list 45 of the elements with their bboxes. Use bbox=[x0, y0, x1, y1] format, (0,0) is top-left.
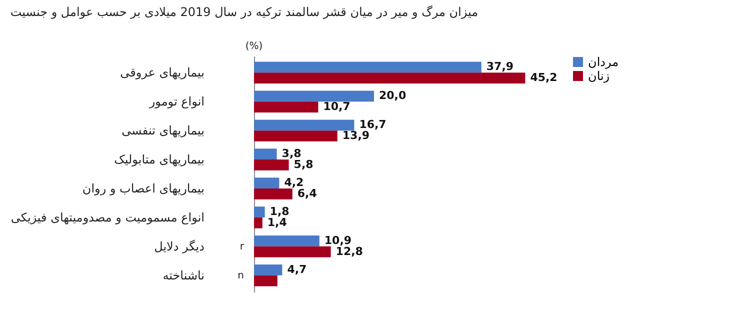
text: n bbox=[238, 270, 244, 282]
y-tick-label: بیماریهای متابولیک bbox=[114, 152, 204, 167]
y-tick-label: دیگر دلایل bbox=[154, 239, 204, 254]
data-label: 5,8 bbox=[294, 158, 314, 171]
bar bbox=[254, 120, 354, 131]
bar bbox=[254, 206, 265, 218]
data-label: 20,0 bbox=[379, 89, 406, 102]
bar bbox=[254, 246, 331, 258]
bar bbox=[254, 275, 278, 286]
bar bbox=[254, 160, 289, 170]
data-label: 16,7 bbox=[359, 118, 386, 132]
data-label: 1,4 bbox=[267, 216, 288, 229]
chart-title: میزان مرگ و میر در میان قشر سالمند ترکیه در سال 2019 میلادی بر حسب عوامل و جنسیت bbox=[10, 5, 478, 19]
bar bbox=[254, 264, 282, 276]
y-tick-label: ناشناخته bbox=[162, 268, 204, 282]
data-label: 45,2 bbox=[530, 71, 558, 84]
data-label: 1,8 bbox=[270, 205, 290, 218]
data-label: 6,4 bbox=[297, 186, 318, 200]
data-label: 37,9 bbox=[486, 60, 514, 74]
bar bbox=[254, 217, 262, 228]
y-tick-label: انواع مسمومیت و مصدومیتهای فیزیکی bbox=[10, 210, 204, 224]
bar bbox=[254, 236, 320, 246]
y-tick-label: بیماریهای اعصاب و روان bbox=[82, 181, 204, 196]
bar bbox=[254, 148, 277, 160]
bar bbox=[254, 90, 374, 102]
data-label: 4,7 bbox=[287, 262, 307, 276]
data-label: 10,9 bbox=[324, 234, 352, 247]
data-label: 10,7 bbox=[323, 100, 350, 114]
bar bbox=[254, 188, 292, 200]
bar bbox=[254, 102, 318, 112]
bar bbox=[254, 62, 482, 73]
data-label: 3,8 bbox=[282, 147, 302, 160]
text: (%) bbox=[245, 41, 263, 52]
legend-label: مردان bbox=[588, 55, 619, 69]
y-tick-label: بیماریهای عروقی bbox=[120, 66, 204, 80]
legend-label: زنان bbox=[588, 69, 610, 83]
bar bbox=[254, 178, 280, 188]
data-label: 13,9 bbox=[342, 128, 370, 142]
y-tick-label: انواع تومور bbox=[148, 94, 204, 109]
bar bbox=[254, 130, 338, 142]
data-label: 12,8 bbox=[336, 244, 363, 258]
y-tick-label: بیماریهای تنفسی bbox=[122, 124, 204, 138]
text: r bbox=[240, 241, 245, 252]
bar bbox=[254, 72, 526, 84]
data-label: 4,2 bbox=[284, 176, 304, 190]
